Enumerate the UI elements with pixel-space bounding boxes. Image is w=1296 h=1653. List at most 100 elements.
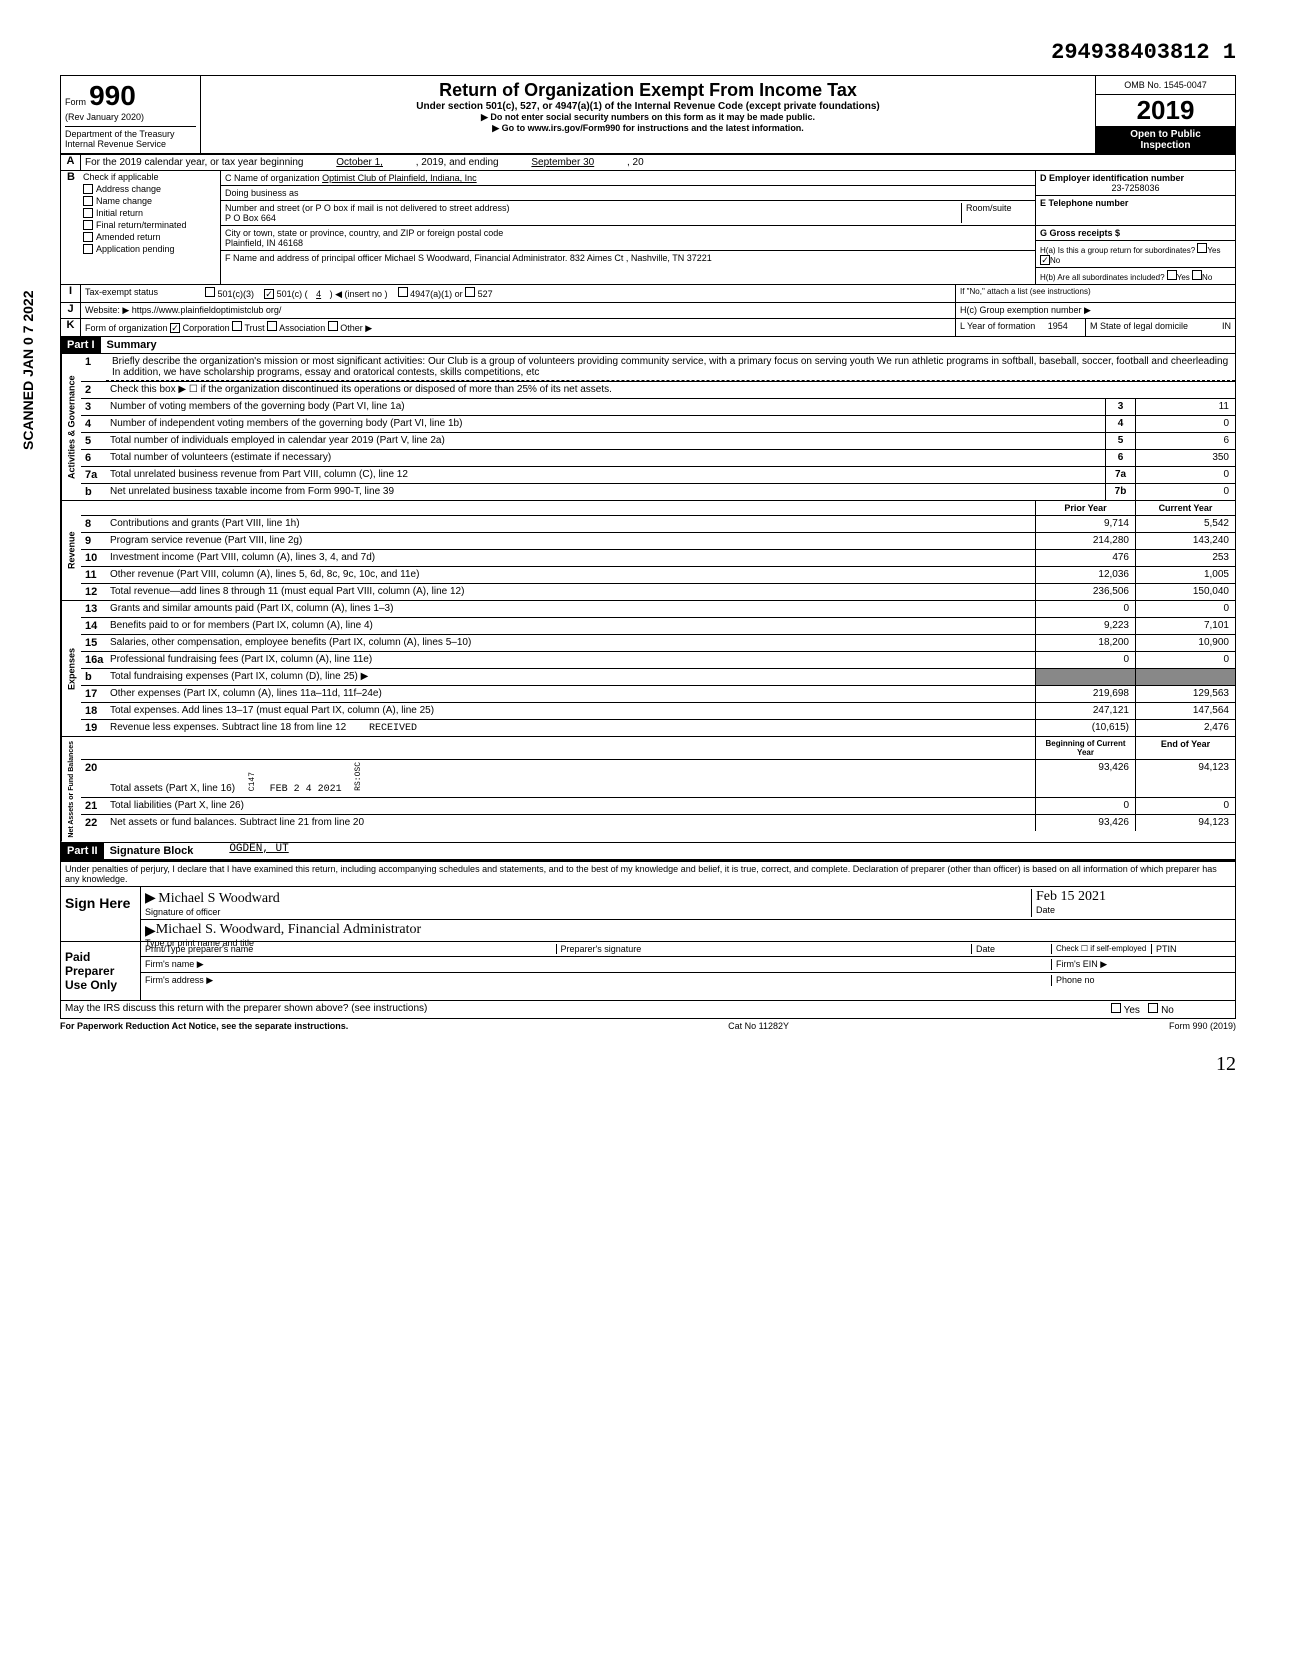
line8-label: Contributions and grants (Part VIII, lin… [106,516,1035,532]
discuss-no-checkbox[interactable] [1148,1003,1158,1013]
begin-year-header: Beginning of Current Year [1035,737,1135,759]
irs-label: Internal Revenue Service [65,139,196,149]
line6-value: 350 [1135,450,1235,466]
year-formation-label: L Year of formation [960,321,1035,331]
line9-prior: 214,280 [1035,533,1135,549]
hc-label: H(c) Group exemption number ▶ [955,303,1235,318]
net-assets-label: Net Assets or Fund Balances [61,737,81,842]
line-a-mid: , 2019, and ending [416,157,499,168]
line8-prior: 9,714 [1035,516,1135,532]
app-pending-checkbox[interactable] [83,244,93,254]
stamp-date: FEB 2 4 2021 [270,784,342,795]
line8-current: 5,542 [1135,516,1235,532]
line21-label: Total liabilities (Part X, line 26) [106,798,1035,814]
form-number: 990 [89,80,136,111]
line15-label: Salaries, other compensation, employee b… [106,635,1035,651]
state-domicile-value: IN [1222,321,1231,331]
received-stamp: RECEIVED [369,723,417,734]
line22-begin: 93,426 [1035,815,1135,831]
line-a-label: For the 2019 calendar year, or tax year … [85,157,303,168]
line13-label: Grants and similar amounts paid (Part IX… [106,601,1035,617]
footer-right: Form 990 (2019) [1169,1021,1236,1031]
line14-current: 7,101 [1135,618,1235,634]
prior-year-header: Prior Year [1035,501,1135,515]
state-domicile-label: M State of legal domicile [1090,321,1188,331]
final-return-label: Final return/terminated [96,220,187,230]
501c-checkbox[interactable] [264,289,274,299]
line16b-prior-shaded [1035,669,1135,685]
discuss-yes-checkbox[interactable] [1111,1003,1121,1013]
part1-header-row: Part I Summary [60,337,1236,354]
check-applicable-label: Check if applicable [81,171,220,183]
line16a-label: Professional fundraising fees (Part IX, … [106,652,1035,668]
org-info-block: B Check if applicable Address change Nam… [60,171,1236,285]
paid-preparer-label: Paid Preparer Use Only [61,942,141,1000]
line5-value: 6 [1135,433,1235,449]
4947-label: 4947(a)(1) or [410,289,463,299]
prep-sig-label: Preparer's signature [556,944,972,954]
sign-date-label: Date [1036,905,1231,915]
line19-prior: (10,615) [1035,720,1135,736]
governance-block: Activities & Governance 1 Briefly descri… [60,354,1236,501]
trust-checkbox[interactable] [232,321,242,331]
ha-yes-checkbox[interactable] [1197,243,1207,253]
amended-checkbox[interactable] [83,232,93,242]
line14-prior: 9,223 [1035,618,1135,634]
hb-label: H(b) Are all subordinates included? [1040,273,1165,282]
line12-prior: 236,506 [1035,584,1135,600]
hb-no: No [1202,273,1212,282]
ein-value: 23-7258036 [1040,183,1231,193]
page-number-handwritten: 12 [60,1053,1236,1076]
address-change-checkbox[interactable] [83,184,93,194]
corp-checkbox[interactable] [170,323,180,333]
line-a-begin: October 1, [306,157,413,168]
section-c-label: C Name of organization [225,173,320,183]
assoc-label: Association [279,323,325,333]
name-change-checkbox[interactable] [83,196,93,206]
hb-no-checkbox[interactable] [1192,270,1202,280]
line17-prior: 219,698 [1035,686,1135,702]
declaration-text: Under penalties of perjury, I declare th… [61,862,1235,886]
line9-current: 143,240 [1135,533,1235,549]
address-change-label: Address change [96,184,161,194]
sign-here-label: Sign Here [61,887,141,941]
line5-label: Total number of individuals employed in … [106,433,1105,449]
part2-header-row: Part II Signature Block OGDEN, UT [60,843,1236,860]
501c3-checkbox[interactable] [205,287,215,297]
assoc-checkbox[interactable] [267,321,277,331]
form-instruction-2: ▶ Go to www.irs.gov/Form990 for instruct… [209,123,1087,134]
line10-prior: 476 [1035,550,1135,566]
final-return-checkbox[interactable] [83,220,93,230]
initial-return-checkbox[interactable] [83,208,93,218]
501c-number: 4 [310,289,327,299]
current-year-header: Current Year [1135,501,1235,515]
hb-yes-checkbox[interactable] [1167,270,1177,280]
discuss-no: No [1161,1005,1174,1016]
stamp-code2: RS:OSC [354,762,363,791]
line16b-label: Total fundraising expenses (Part IX, col… [106,669,1035,685]
4947-checkbox[interactable] [398,287,408,297]
footer: For Paperwork Reduction Act Notice, see … [60,1019,1236,1033]
expenses-label: Expenses [61,601,81,736]
name-change-label: Name change [96,196,152,206]
part1-title: Summary [101,337,163,353]
tax-exempt-label: Tax-exempt status [81,285,201,302]
line-a-end: September 30 [501,157,624,168]
527-checkbox[interactable] [465,287,475,297]
ein-label: D Employer identification number [1040,173,1231,183]
line11-prior: 12,036 [1035,567,1135,583]
other-checkbox[interactable] [328,321,338,331]
ha-label: H(a) Is this a group return for subordin… [1040,246,1195,255]
line15-current: 10,900 [1135,635,1235,651]
line1-label: Briefly describe the organization's miss… [112,356,425,367]
line7b-label: Net unrelated business taxable income fr… [106,484,1105,500]
line21-begin: 0 [1035,798,1135,814]
governance-label: Activities & Governance [61,354,81,500]
line15-prior: 18,200 [1035,635,1135,651]
line10-label: Investment income (Part VIII, column (A)… [106,550,1035,566]
dba-label: Doing business as [221,186,1035,201]
ha-no-checkbox[interactable] [1040,255,1050,265]
phone-label: Phone no [1051,975,1231,986]
527-label: 527 [478,289,493,299]
line16a-prior: 0 [1035,652,1135,668]
